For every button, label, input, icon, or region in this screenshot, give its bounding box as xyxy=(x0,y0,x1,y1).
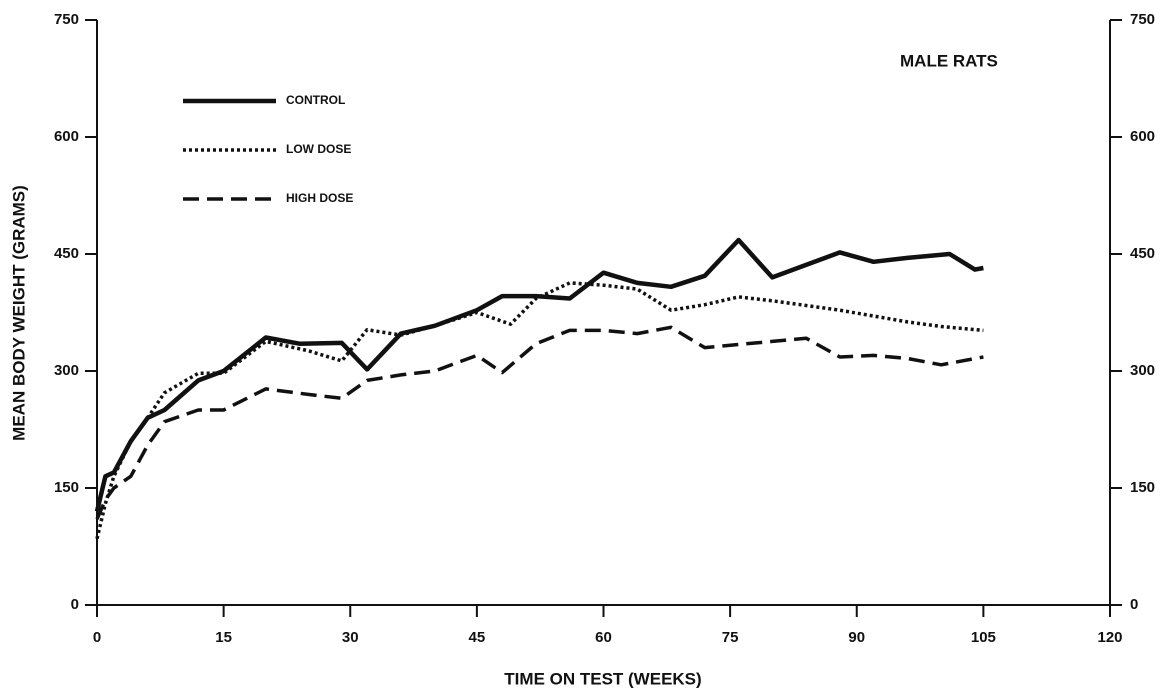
x-tick-label: 105 xyxy=(971,629,996,646)
y2-tick-label: 600 xyxy=(1130,128,1155,145)
x-tick-label: 60 xyxy=(595,629,612,646)
y-tick-label: 450 xyxy=(54,245,79,262)
annotation: MALE RATS xyxy=(900,51,998,70)
y-axis-label: MEAN BODY WEIGHT (GRAMS) xyxy=(9,185,28,441)
y2-tick-label: 750 xyxy=(1130,11,1155,28)
data-line xyxy=(94,237,984,512)
y-tick-label: 600 xyxy=(54,128,79,145)
y-tick-label: 0 xyxy=(71,596,79,613)
x-tick-label: 90 xyxy=(848,629,865,646)
legend-label: HIGH DOSE xyxy=(286,191,353,205)
y2-tick-label: 150 xyxy=(1130,479,1155,496)
x-axis-label: TIME ON TEST (WEEKS) xyxy=(504,669,701,688)
legend-label: CONTROL xyxy=(286,93,345,107)
data-line xyxy=(95,325,984,520)
x-tick-label: 45 xyxy=(469,629,486,646)
y-tick-label: 150 xyxy=(54,479,79,496)
x-tick-label: 0 xyxy=(93,629,101,646)
y-tick-label: 300 xyxy=(54,362,79,379)
x-tick-label: 15 xyxy=(215,629,232,646)
x-tick-label: 120 xyxy=(1097,629,1122,646)
y2-tick-label: 0 xyxy=(1130,596,1138,613)
x-tick-label: 30 xyxy=(342,629,359,646)
data-line xyxy=(95,281,984,540)
y2-tick-label: 300 xyxy=(1130,362,1155,379)
y2-tick-label: 450 xyxy=(1130,245,1155,262)
legend-label: LOW DOSE xyxy=(286,142,351,156)
x-tick-label: 75 xyxy=(722,629,739,646)
y-tick-label: 750 xyxy=(54,11,79,28)
